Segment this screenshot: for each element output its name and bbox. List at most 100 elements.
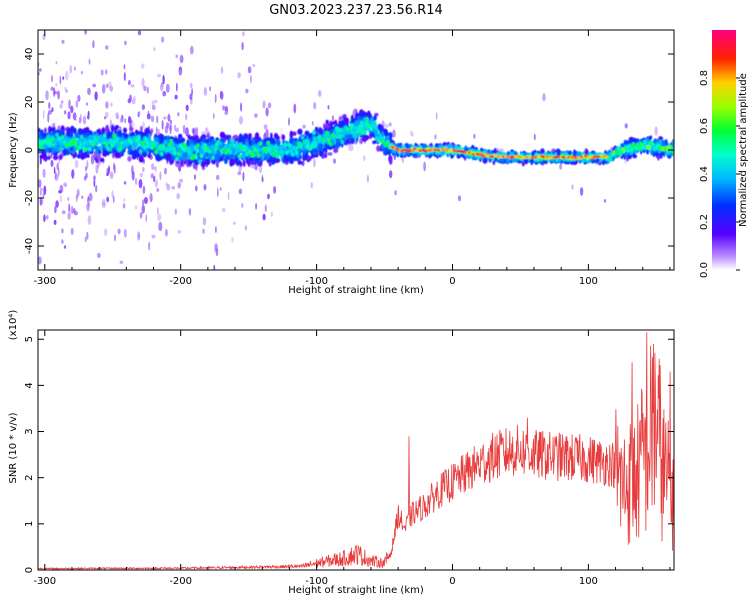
noise-mark [39,187,44,192]
ridge-mark [626,148,630,153]
band-mark [323,123,326,130]
band-mark [324,146,328,154]
noise-mark [156,115,159,124]
noise-mark [86,231,89,240]
band-mark [150,128,154,134]
noise-mark [215,226,217,234]
band-mark [171,155,176,161]
band-mark [333,137,337,146]
noise-mark [254,113,258,118]
noise-mark [173,124,177,131]
noise-mark [72,208,76,214]
band-mark [135,129,138,135]
noise-mark [165,182,168,187]
band-mark [144,128,150,133]
noise-mark [202,228,205,234]
ridge-mark [180,146,185,151]
ridge-mark [616,146,621,151]
band-mark [112,152,115,159]
ridge-mark [639,142,643,147]
ridge-mark [380,139,385,144]
band-mark [482,157,488,162]
band-mark [238,160,242,166]
noise-mark [117,228,121,235]
ridge-mark [321,137,326,143]
noise-mark [139,211,143,219]
noise-mark [153,47,156,52]
band-mark [657,149,662,154]
band-mark [44,127,47,134]
noise-mark [81,195,84,200]
band-mark [289,130,294,138]
band-mark [255,138,258,145]
noise-mark [262,213,266,221]
noise-mark [169,124,172,135]
band-mark [114,125,120,130]
noise-mark [59,103,63,109]
noise-mark [231,237,234,243]
noise-mark [115,112,119,117]
noise-mark [59,194,63,203]
noise-mark [108,81,112,90]
band-mark [99,157,105,162]
ridge-mark [177,151,181,157]
noise-mark [92,40,95,49]
noise-mark [265,107,269,117]
ridge-mark [129,139,133,144]
noise-mark [130,84,135,88]
band-mark [297,128,303,135]
ridge-mark [363,130,368,135]
noise-mark [78,117,82,124]
ridge-mark [188,151,192,156]
band-mark [297,160,302,165]
ridge-mark [258,141,263,146]
noise-mark [113,164,116,174]
band-mark [302,154,306,162]
y-tick-label: -20 [24,190,35,206]
ridge-mark [584,154,588,158]
noise-mark [56,162,59,171]
ridge-mark [53,138,57,143]
band-mark [192,136,197,142]
noise-mark [185,113,188,121]
band-mark [670,140,674,148]
noise-mark [101,198,106,209]
band-mark [189,139,194,145]
band-mark [283,154,287,162]
noise-mark [140,63,145,69]
noise-mark [179,69,182,76]
ridge-mark [194,155,198,160]
ridge-mark [608,157,613,162]
noise-mark [68,203,71,213]
spectrogram-y-ticks: -40 -20 0 20 40 [24,48,674,254]
band-mark [138,156,144,163]
band-mark [62,148,67,156]
ridge-mark [116,136,120,141]
band-mark [281,134,286,141]
noise-mark [288,117,290,126]
ridge-mark [270,144,274,149]
band-mark [356,142,360,151]
noise-mark [106,196,110,203]
noise-mark [133,96,136,102]
band-mark [389,157,393,165]
band-mark [187,134,191,140]
noise-mark [42,109,45,120]
ridge-mark [78,145,82,150]
ridge-mark [357,125,362,130]
noise-mark [43,214,46,223]
band-mark [304,130,310,137]
noise-mark [141,204,145,214]
noise-mark [67,197,70,201]
noise-mark [85,172,88,179]
ridge-mark [121,143,126,148]
band-mark [268,161,272,167]
y-tick-label: 20 [24,96,35,109]
noise-mark [88,58,91,65]
band-mark [129,126,134,132]
band-mark [664,139,668,145]
band-mark [153,137,157,141]
noise-mark [63,182,67,187]
band-mark [201,131,206,136]
